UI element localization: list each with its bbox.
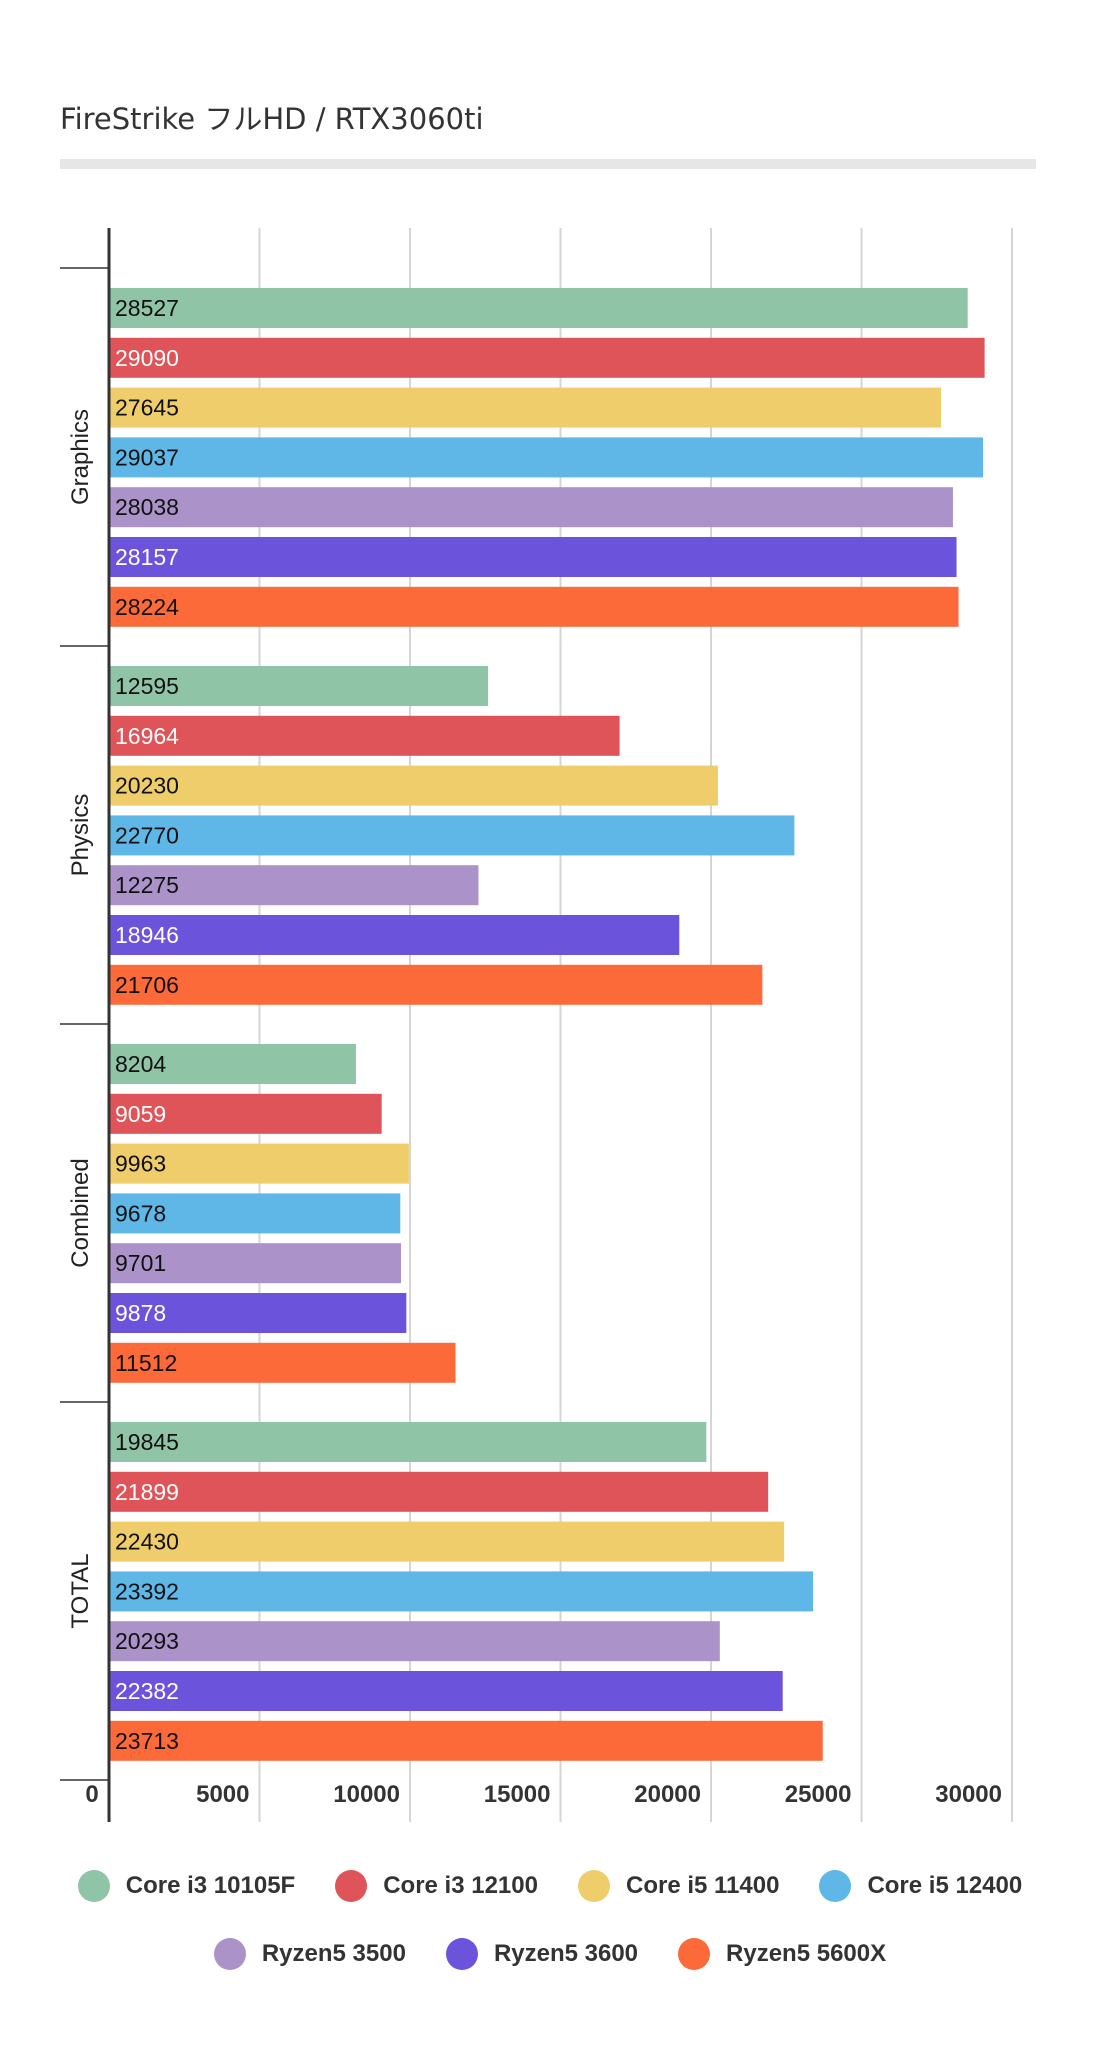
legend-label: Core i5 12400 <box>867 1872 1023 1899</box>
data-label: 9059 <box>115 1101 166 1127</box>
data-label: 9701 <box>115 1250 166 1276</box>
bar <box>109 537 957 577</box>
legend-row-1: Core i3 10105F Core i3 12100 Core i5 11400… <box>0 1870 1100 1902</box>
data-label: 23392 <box>115 1578 179 1604</box>
data-label: 28224 <box>115 594 179 620</box>
legend-swatch <box>77 1870 110 1902</box>
x-tick-label: 25000 <box>785 1781 852 1808</box>
bar <box>109 1293 407 1333</box>
bar <box>109 815 795 856</box>
legend-item: Ryzen5 3600 <box>445 1938 639 1970</box>
data-label: 28527 <box>115 295 179 321</box>
bar <box>109 437 984 478</box>
category-label: Graphics <box>67 409 94 505</box>
bar <box>109 1243 402 1284</box>
x-tick-label: 0 <box>85 1781 98 1808</box>
legend-label: Core i5 11400 <box>625 1872 780 1899</box>
category-label: TOTAL <box>67 1553 94 1628</box>
bar <box>109 915 680 955</box>
title-divider <box>60 159 1036 169</box>
bar <box>109 715 620 756</box>
legend-label: Core i3 12100 <box>383 1872 538 1899</box>
data-label: 20230 <box>115 773 179 799</box>
data-label: 20293 <box>115 1628 179 1654</box>
data-label: 22430 <box>115 1529 179 1555</box>
bar <box>109 1571 814 1612</box>
legend-swatch <box>678 1938 711 1970</box>
legend-item: Core i5 11400 <box>577 1870 780 1902</box>
data-label: 12595 <box>115 673 179 699</box>
legend-swatch <box>819 1870 852 1902</box>
data-label: 22770 <box>115 822 179 848</box>
bar <box>109 1621 720 1662</box>
category-label: Physics <box>67 794 94 877</box>
legend-label: Ryzen5 3500 <box>261 1940 406 1967</box>
bar <box>109 1422 707 1462</box>
data-label: 9963 <box>115 1151 166 1177</box>
data-label: 9878 <box>115 1300 166 1326</box>
category-label: Combined <box>67 1158 94 1267</box>
legend-label: Core i3 10105F <box>125 1872 296 1899</box>
x-tick-label: 10000 <box>333 1781 400 1808</box>
data-label: 12275 <box>115 872 179 898</box>
bar <box>109 487 953 528</box>
bar <box>109 1143 409 1184</box>
bar <box>109 1671 783 1711</box>
x-tick-label: 15000 <box>484 1781 551 1808</box>
legend-swatch <box>577 1870 610 1902</box>
legend-item: Core i3 10105F <box>77 1870 296 1902</box>
legend-swatch <box>335 1870 368 1902</box>
bar <box>109 1471 769 1512</box>
bar <box>109 666 489 706</box>
data-label: 8204 <box>115 1051 166 1077</box>
bar <box>109 964 763 1005</box>
legend-row-2: Ryzen5 3500 Ryzen5 3600 Ryzen5 5600X <box>0 1938 1100 1970</box>
data-label: 22382 <box>115 1678 179 1704</box>
bar <box>109 1093 382 1134</box>
data-label: 27645 <box>115 395 179 421</box>
legend-item: Ryzen5 5600X <box>678 1938 886 1970</box>
x-tick-label: 5000 <box>196 1781 249 1808</box>
data-label: 28157 <box>115 544 179 570</box>
bar <box>109 1342 456 1383</box>
bar <box>109 1044 356 1084</box>
legend-swatch <box>445 1938 478 1970</box>
legend-label: Ryzen5 5600X <box>726 1940 887 1967</box>
data-label: 29037 <box>115 444 179 470</box>
chart-title: FireStrike フルHD / RTX3060ti <box>60 102 484 136</box>
bar <box>109 288 968 328</box>
bar <box>109 387 942 428</box>
legend-item: Core i5 12400 <box>819 1870 1022 1902</box>
data-label: 21899 <box>115 1479 179 1505</box>
x-tick-label: 30000 <box>935 1781 1002 1808</box>
bar <box>109 337 985 378</box>
bar <box>109 1720 823 1761</box>
bar <box>109 765 718 806</box>
data-label: 28038 <box>115 494 179 520</box>
data-label: 29090 <box>115 345 179 371</box>
bar <box>109 1193 401 1234</box>
bar <box>109 865 479 906</box>
data-label: 21706 <box>115 972 179 998</box>
legend-label: Ryzen5 3600 <box>493 1940 639 1967</box>
bar <box>109 586 959 627</box>
legend-item: Ryzen5 3500 <box>213 1938 406 1970</box>
data-label: 23713 <box>115 1728 179 1754</box>
data-label: 11512 <box>115 1350 177 1376</box>
legend-swatch <box>213 1938 246 1970</box>
data-label: 19845 <box>115 1429 179 1455</box>
data-label: 16964 <box>115 723 179 749</box>
data-label: 9678 <box>115 1200 166 1226</box>
legend-item: Core i3 12100 <box>335 1870 538 1902</box>
bar <box>109 1521 785 1562</box>
x-tick-label: 20000 <box>634 1781 701 1808</box>
data-label: 18946 <box>115 922 179 948</box>
